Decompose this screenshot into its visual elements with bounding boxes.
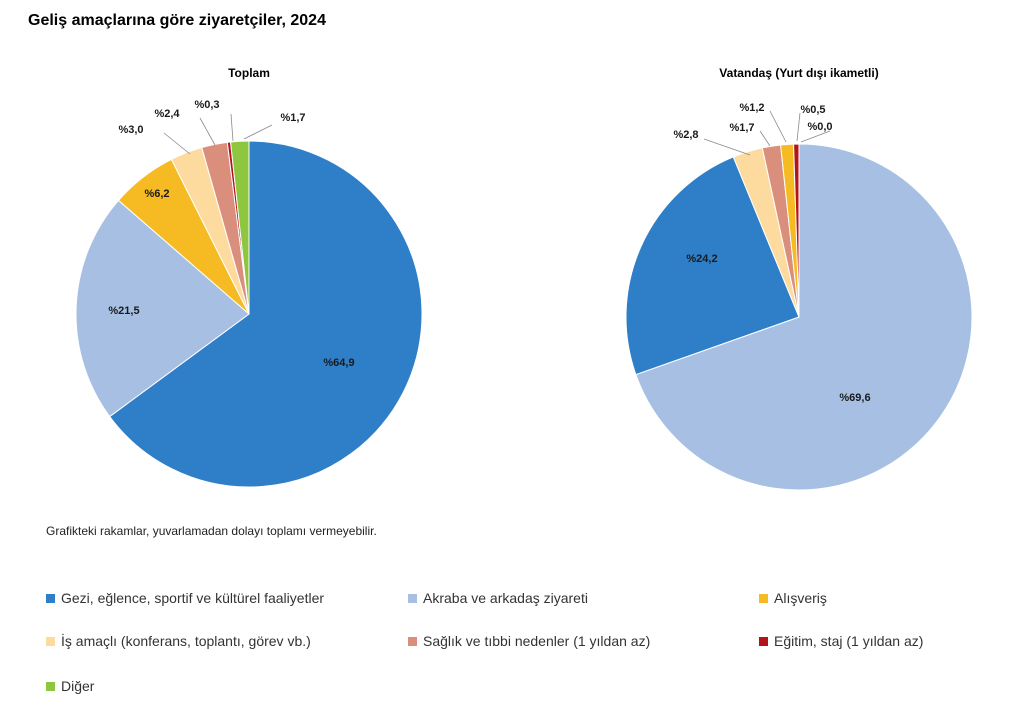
slice-label-akraba: %69,6 <box>839 392 870 404</box>
legend-item-egitim: Eğitim, staj (1 yıldan az) <box>759 633 923 649</box>
slice-label-akraba: %21,5 <box>108 305 139 317</box>
legend-swatch <box>46 636 55 646</box>
legend-label: İş amaçlı (konferans, toplantı, görev vb… <box>61 633 311 649</box>
legend-label: Akraba ve arkadaş ziyareti <box>423 590 588 606</box>
pie-chart-vatandas: Vatandaş (Yurt dışı ikametli) %69,6 %24,2%… <box>625 66 973 491</box>
leader-line-is <box>703 138 751 156</box>
legend-item-gezi: Gezi, eğlence, sportif ve kültürel faali… <box>46 590 324 606</box>
pie-title: Vatandaş (Yurt dışı ikametli) <box>719 66 878 80</box>
legend-label: Eğitim, staj (1 yıldan az) <box>774 633 924 649</box>
legend-item-alisveris: Alışveriş <box>759 590 827 606</box>
legend-swatch <box>408 636 417 646</box>
legend-item-saglik: Sağlık ve tıbbi nedenler (1 yıldan az) <box>408 633 650 649</box>
pie-slice-egitim <box>793 143 800 318</box>
legend-item-is: İş amaçlı (konferans, toplantı, görev vb… <box>46 633 311 649</box>
pie-slice-akraba <box>635 143 973 491</box>
slice-label-is: %3,0 <box>118 124 143 136</box>
slice-label-saglik: %1,7 <box>729 122 754 134</box>
leader-line-egitim <box>230 113 234 142</box>
leader-line-saglik <box>199 117 216 146</box>
legend-item-akraba: Akraba ve arkadaş ziyareti <box>408 590 588 606</box>
slice-label-alisveris: %6,2 <box>144 188 169 200</box>
leader-line-egitim <box>796 112 801 142</box>
leader-line-saglik <box>759 130 771 147</box>
footnote: Grafikteki rakamlar, yuvarlamadan dolayı… <box>46 524 377 538</box>
leader-line-diger <box>243 124 273 140</box>
leader-line-alisveris <box>769 110 787 143</box>
legend-swatch <box>46 681 55 691</box>
legend-swatch <box>759 593 768 603</box>
slice-label-egitim: %0,5 <box>800 104 825 116</box>
legend-swatch <box>46 593 55 603</box>
leader-line-diger <box>800 130 831 143</box>
legend-label: Alışveriş <box>774 590 827 606</box>
slice-label-egitim: %0,3 <box>194 99 219 111</box>
legend-label: Gezi, eğlence, sportif ve kültürel faali… <box>61 590 325 606</box>
slice-label-diger: %0,0 <box>807 121 832 133</box>
pie-chart-toplam: Toplam %64,9 %21,5 %6,2 %3,0 %2,4 %0,3 %1,7 <box>75 66 423 488</box>
legend-swatch <box>408 593 417 603</box>
slice-label-saglik: %2,4 <box>154 108 180 120</box>
pie-slice-gezi <box>625 156 800 376</box>
charts-canvas: Toplam %64,9 %21,5 %6,2 %3,0 %2,4 %0,3 %1,7 Vat… <box>75 66 973 491</box>
slice-label-alisveris: %1,2 <box>739 102 764 114</box>
slice-label-is: %2,8 <box>673 129 698 141</box>
legend-label: Diğer <box>61 678 95 694</box>
legend-swatch <box>759 636 768 646</box>
legend-label: Sağlık ve tıbbi nedenler (1 yıldan az) <box>423 633 651 649</box>
legend: Gezi, eğlence, sportif ve kültürel faali… <box>46 590 1006 710</box>
legend-item-diger: Diğer <box>46 678 94 694</box>
leader-line-is <box>163 132 191 155</box>
slice-label-gezi: %24,2 <box>686 253 717 265</box>
pie-slice-diger <box>230 140 250 315</box>
pie-title: Toplam <box>228 66 270 80</box>
pie-slice-gezi <box>108 140 423 488</box>
pie-slice-akraba <box>75 199 250 418</box>
chart-title: Geliş amaçlarına göre ziyaretçiler, 2024 <box>28 12 326 29</box>
slice-label-diger: %1,7 <box>280 112 305 124</box>
slice-label-gezi: %64,9 <box>323 357 354 369</box>
